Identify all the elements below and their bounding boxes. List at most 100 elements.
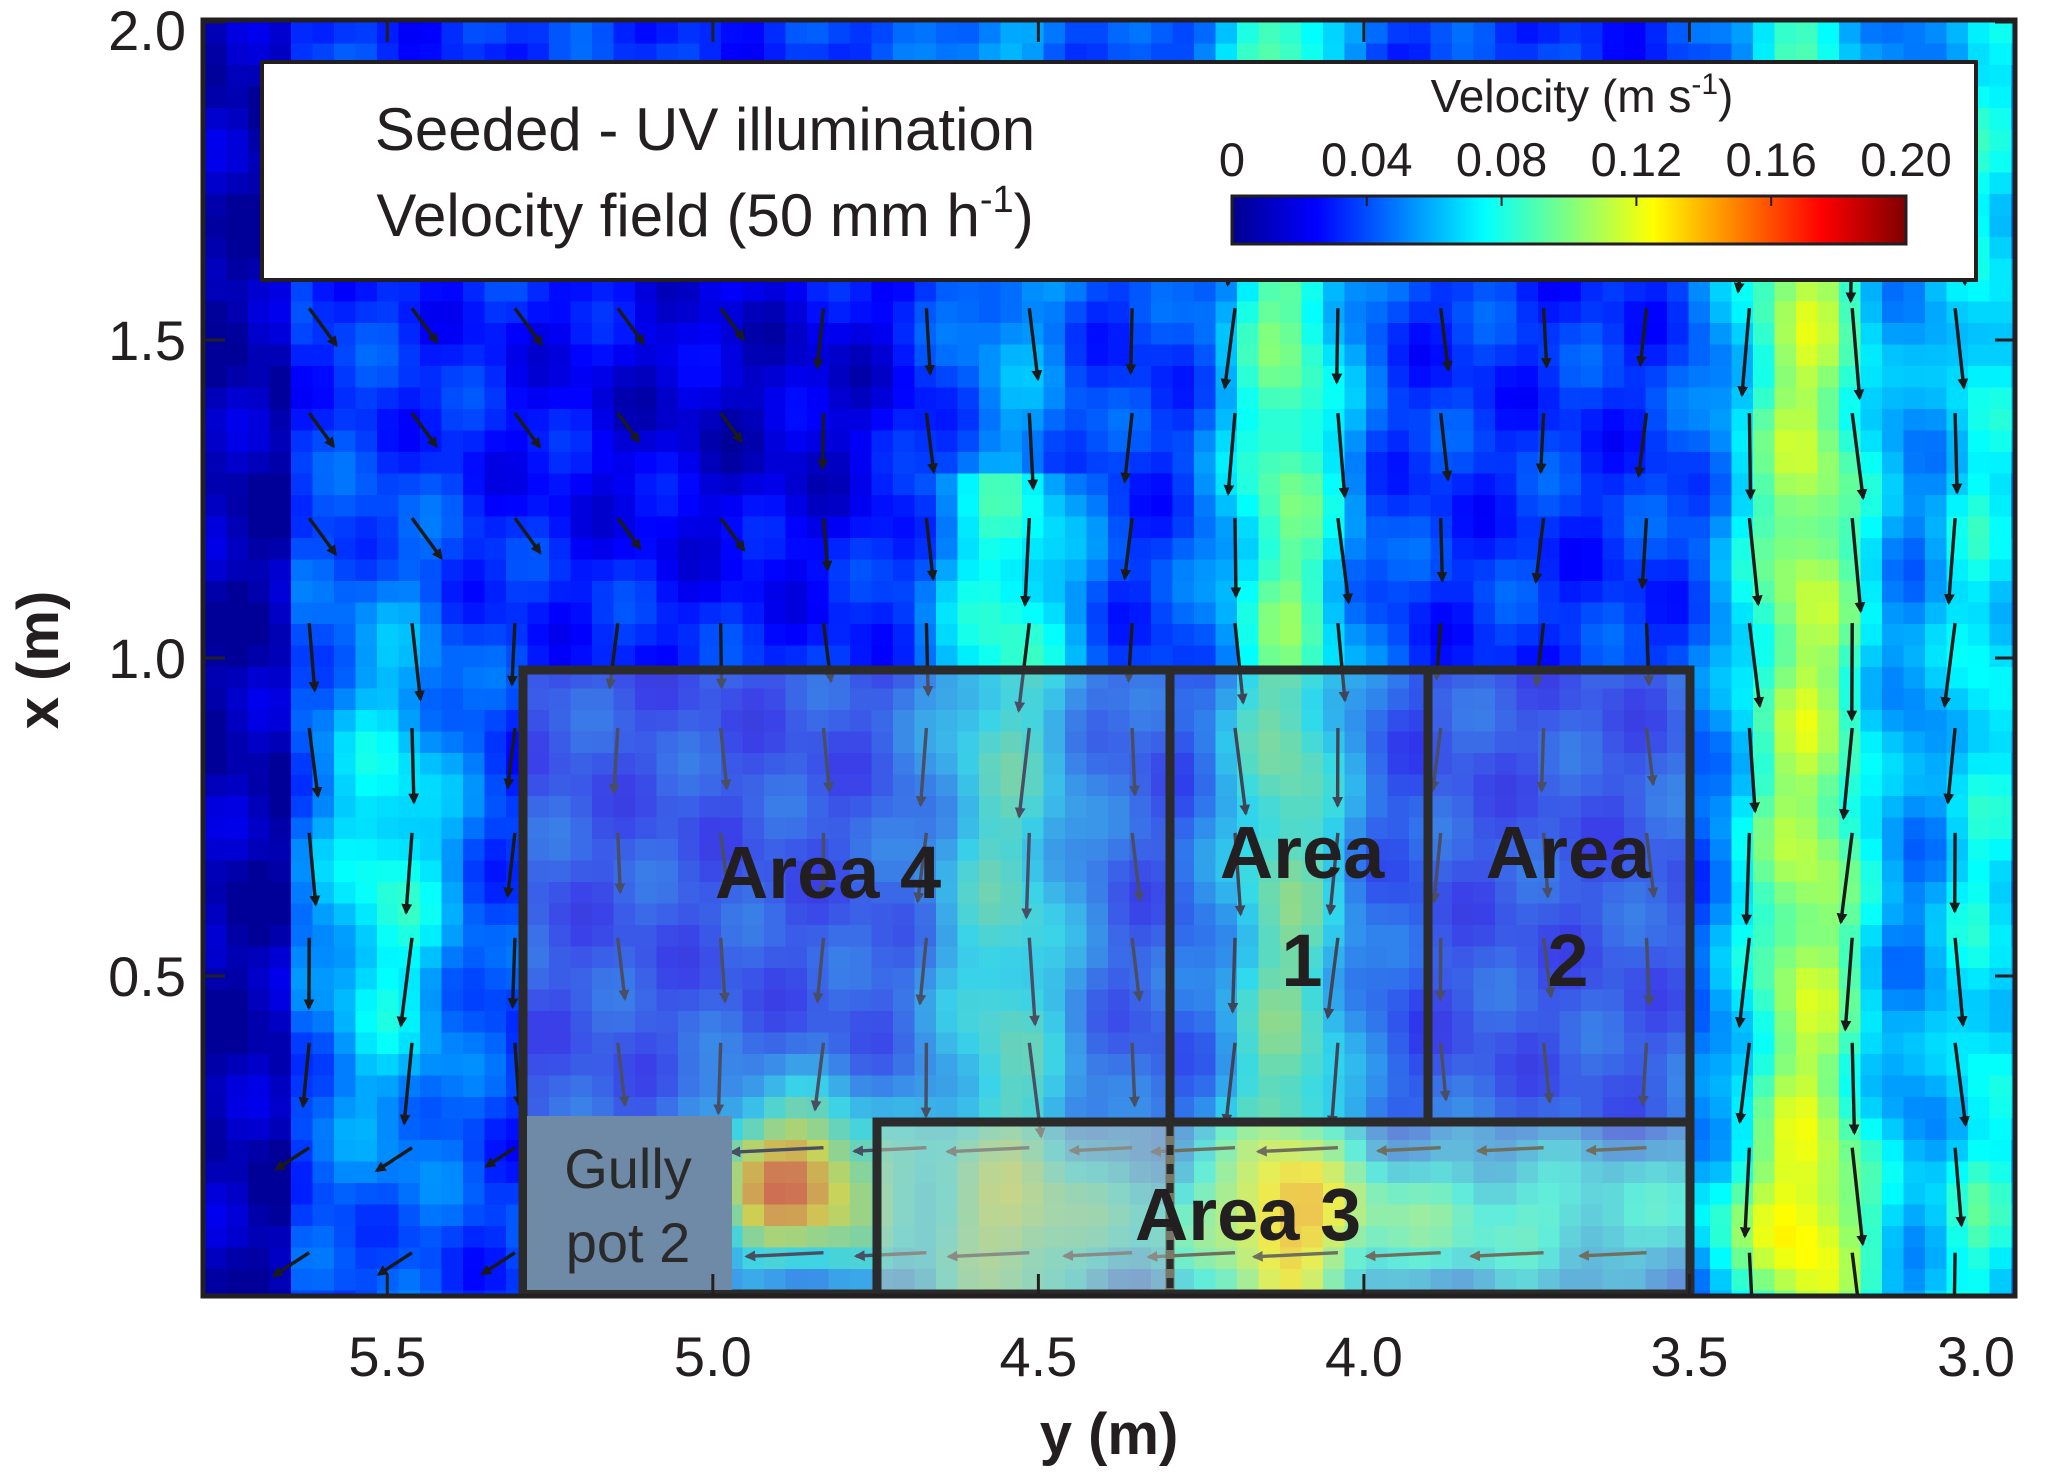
heatmap-cell xyxy=(269,1140,292,1163)
heatmap-cell xyxy=(678,903,701,926)
heatmap-cell xyxy=(1516,602,1539,625)
heatmap-cell xyxy=(1172,22,1195,45)
heatmap-cell xyxy=(635,753,658,776)
heatmap-cell xyxy=(1925,1011,1948,1034)
heatmap-cell xyxy=(1753,774,1776,797)
heatmap-cell xyxy=(1108,495,1131,518)
heatmap-cell xyxy=(570,968,593,991)
heatmap-cell xyxy=(226,645,249,668)
heatmap-cell xyxy=(1860,323,1883,346)
heatmap-cell xyxy=(420,710,443,733)
heatmap-cell xyxy=(441,1140,464,1163)
heatmap-cell xyxy=(678,925,701,948)
heatmap-cell xyxy=(1000,366,1023,389)
heatmap-cell xyxy=(549,516,572,539)
heatmap-cell xyxy=(312,1161,335,1184)
heatmap-cell xyxy=(1688,538,1711,561)
heatmap-cell xyxy=(1194,559,1217,582)
heatmap-cell xyxy=(850,301,873,324)
heatmap-cell xyxy=(441,1290,464,1294)
heatmap-cell xyxy=(807,1204,830,1227)
heatmap-cell xyxy=(613,22,636,45)
heatmap-cell xyxy=(1194,344,1217,367)
heatmap-cell xyxy=(1108,301,1131,324)
heatmap-cell xyxy=(549,301,572,324)
heatmap-cell xyxy=(592,1097,615,1120)
heatmap-cell xyxy=(1968,1226,1991,1249)
heatmap-cell xyxy=(1602,624,1625,647)
heatmap-cell xyxy=(334,1247,357,1270)
heatmap-cell xyxy=(355,1011,378,1034)
heatmap-cell xyxy=(1882,645,1905,668)
heatmap-cell xyxy=(398,817,421,840)
heatmap-cell xyxy=(226,538,249,561)
heatmap-cell xyxy=(678,796,701,819)
heatmap-cell xyxy=(936,516,959,539)
heatmap-cell xyxy=(570,387,593,410)
heatmap-cell xyxy=(1882,968,1905,991)
heatmap-cell xyxy=(721,516,744,539)
heatmap-cell xyxy=(312,1011,335,1034)
heatmap-cell xyxy=(420,989,443,1012)
heatmap-cell xyxy=(613,796,636,819)
heatmap-cell xyxy=(785,559,808,582)
heatmap-cell xyxy=(1753,1140,1776,1163)
heatmap-cell xyxy=(1237,581,1260,604)
heatmap-cell xyxy=(226,43,249,66)
heatmap-cell xyxy=(1387,280,1410,303)
heatmap-cell xyxy=(312,301,335,324)
heatmap-cell xyxy=(226,1247,249,1270)
heatmap-cell xyxy=(312,1054,335,1077)
heatmap-cell xyxy=(269,968,292,991)
heatmap-cell xyxy=(1559,366,1582,389)
heatmap-cell xyxy=(1000,473,1023,496)
heatmap-cell xyxy=(1968,301,1991,324)
heatmap-cell xyxy=(828,1183,851,1206)
heatmap-cell xyxy=(398,1204,421,1227)
heatmap-cell xyxy=(463,774,486,797)
heatmap-cell xyxy=(377,323,400,346)
heatmap-cell xyxy=(635,22,658,45)
heatmap-cell xyxy=(1925,409,1948,432)
heatmap-cell xyxy=(678,710,701,733)
heatmap-cell xyxy=(527,344,550,367)
heatmap-cell xyxy=(1882,602,1905,625)
heatmap-cell xyxy=(463,645,486,668)
heatmap-cell xyxy=(1043,473,1066,496)
heatmap-cell xyxy=(1968,1247,1991,1270)
heatmap-cell xyxy=(1602,516,1625,539)
heatmap-cell xyxy=(1495,581,1518,604)
heatmap-cell xyxy=(1645,602,1668,625)
heatmap-cell xyxy=(850,409,873,432)
heatmap-cell xyxy=(334,495,357,518)
heatmap-cell xyxy=(1968,1118,1991,1141)
heatmap-cell xyxy=(742,839,765,862)
heatmap-cell xyxy=(699,1011,722,1034)
heatmap-cell xyxy=(1086,559,1109,582)
heatmap-cell xyxy=(248,1204,271,1227)
heatmap-cell xyxy=(1645,387,1668,410)
heatmap-cell xyxy=(1495,387,1518,410)
heatmap-cell xyxy=(1516,624,1539,647)
heatmap-cell xyxy=(248,581,271,604)
heatmap-cell xyxy=(312,1269,335,1292)
heatmap-cell xyxy=(1839,1247,1862,1270)
heatmap-cell xyxy=(312,559,335,582)
heatmap-cell xyxy=(914,1140,937,1163)
heatmap-cell xyxy=(678,817,701,840)
heatmap-cell xyxy=(484,839,507,862)
heatmap-cell xyxy=(742,925,765,948)
heatmap-cell xyxy=(1645,409,1668,432)
heatmap-cell xyxy=(699,430,722,453)
heatmap-cell xyxy=(398,1118,421,1141)
heatmap-cell xyxy=(828,602,851,625)
heatmap-cell xyxy=(1237,624,1260,647)
heatmap-cell xyxy=(1086,430,1109,453)
heatmap-cell xyxy=(420,1075,443,1098)
heatmap-cell xyxy=(850,925,873,948)
heatmap-cell xyxy=(355,903,378,926)
heatmap-cell xyxy=(1667,538,1690,561)
heatmap-cell xyxy=(441,538,464,561)
heatmap-cell xyxy=(1817,1183,1840,1206)
heatmap-cell xyxy=(1710,301,1733,324)
